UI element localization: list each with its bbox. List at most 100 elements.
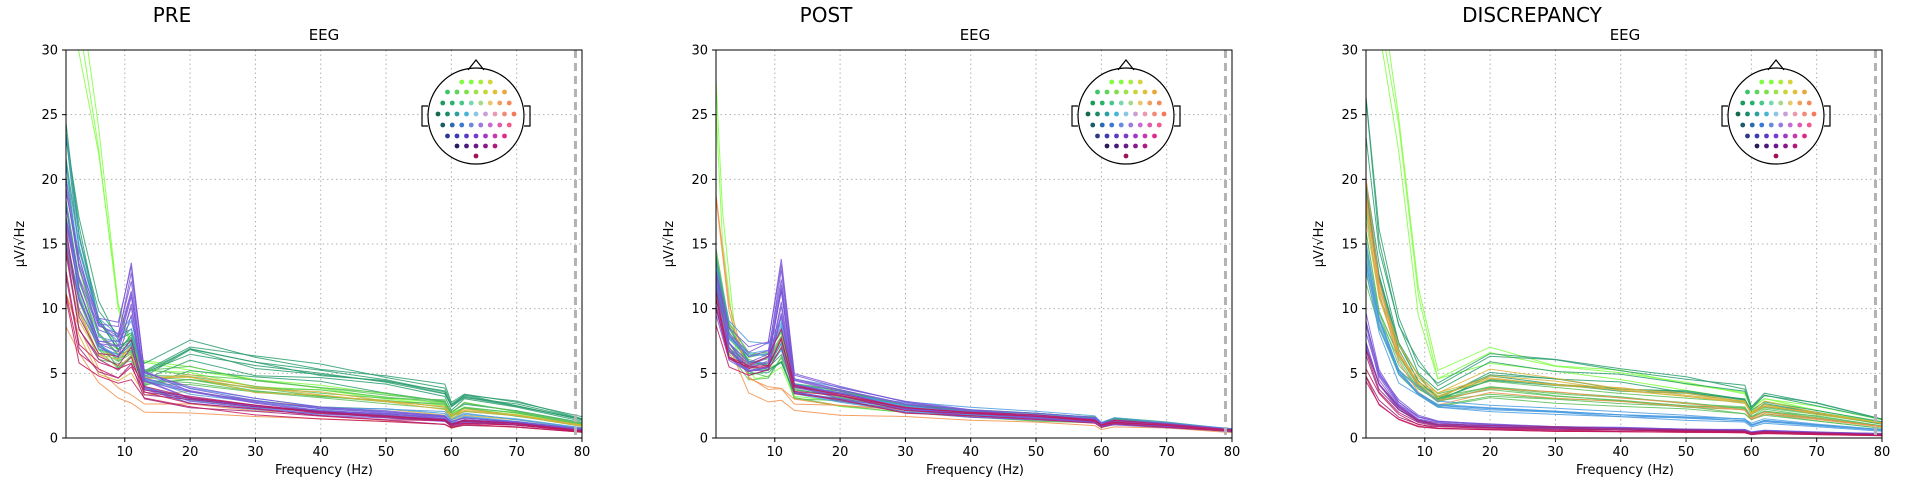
sensor-dot — [1147, 100, 1153, 106]
psd-trace — [716, 268, 1232, 434]
y-tick-label: 20 — [1341, 173, 1358, 188]
x-tick-label: 70 — [1808, 445, 1825, 460]
psd-trace — [716, 268, 1232, 431]
sensor-dot — [1095, 89, 1100, 95]
sensor-dot — [1142, 89, 1148, 95]
sensor-dot — [497, 122, 503, 128]
x-tick-label: 80 — [574, 445, 591, 460]
sensor-dot — [483, 111, 488, 117]
psd-trace — [716, 282, 1232, 432]
y-tick-label: 15 — [1341, 238, 1358, 253]
sensor-dot — [1104, 133, 1110, 139]
sensor-dot — [1152, 89, 1157, 95]
psd-trace — [66, 293, 582, 433]
sensor-dot — [511, 111, 517, 117]
sensor-dot — [502, 89, 507, 95]
y-tick-label: 30 — [1341, 44, 1358, 59]
psd-panel-pre: PRE EEG 10 20 30 40 50 60 70 80 0 5 10 15 20 25 30 Fre… — [13, 3, 591, 478]
psd-trace — [716, 291, 1232, 431]
sensor-dot — [445, 111, 450, 117]
sensor-dot — [1123, 111, 1129, 117]
psd-trace — [66, 298, 582, 433]
sensor-dot — [473, 143, 479, 149]
sensor-dot — [1783, 111, 1788, 117]
sensor-dot — [1735, 111, 1741, 117]
sensor-topomap-inset — [1721, 59, 1831, 165]
psd-trace — [1366, 241, 1882, 430]
sensor-dot — [1773, 133, 1779, 139]
x-tick-label: 20 — [1482, 445, 1499, 460]
sensor-dot — [1783, 133, 1788, 139]
sensor-dot — [1109, 122, 1115, 128]
y-tick-label: 25 — [691, 108, 708, 123]
sensor-dot — [497, 100, 503, 106]
y-tick-label: 10 — [41, 302, 58, 317]
y-tick-label: 5 — [50, 367, 58, 382]
x-tick-label: 50 — [1028, 445, 1045, 460]
x-tick-label: 80 — [1874, 445, 1891, 460]
psd-trace — [716, 267, 1232, 431]
sensor-dot — [1745, 111, 1750, 117]
sensor-dot — [449, 122, 455, 128]
sensor-dot — [502, 133, 507, 139]
sensor-dot — [1123, 133, 1129, 139]
sensor-dot — [464, 133, 469, 139]
psd-trace — [716, 261, 1232, 430]
sensor-dot — [1133, 143, 1138, 149]
y-tick-label: 15 — [41, 238, 58, 253]
left-ear-outline — [1721, 105, 1728, 127]
x-tick-label: 60 — [1093, 445, 1110, 460]
sensor-dot — [1099, 100, 1105, 106]
psd-trace — [716, 284, 1232, 431]
sensor-dot — [1764, 133, 1769, 139]
sensor-dot — [1754, 111, 1760, 117]
sensor-dot — [468, 122, 474, 128]
sensor-dot — [464, 89, 469, 95]
sensor-dot — [1806, 100, 1812, 106]
sensor-dot — [1137, 122, 1143, 128]
sensor-dot — [1118, 79, 1124, 85]
sensor-dot — [1754, 143, 1760, 149]
sensor-dot — [506, 122, 512, 128]
y-tick-label: 20 — [41, 173, 58, 188]
sensor-dot — [1787, 79, 1793, 85]
sensor-dot — [1114, 111, 1119, 117]
sensor-dot — [459, 100, 465, 106]
psd-trace — [66, 163, 582, 422]
nose-outline — [467, 59, 485, 71]
sensor-dot — [1123, 89, 1129, 95]
sensor-dot — [1142, 133, 1148, 139]
x-tick-label: 10 — [767, 445, 784, 460]
sensor-dot — [1104, 89, 1110, 95]
sensor-dot — [1128, 79, 1134, 85]
psd-trace — [66, 251, 582, 427]
y-axis-label: µV/√Hz — [662, 221, 677, 268]
psd-trace — [1366, 269, 1882, 432]
psd-trace — [66, 247, 582, 433]
psd-trace — [1366, 368, 1882, 436]
right-ear-outline — [1174, 105, 1181, 127]
x-tick-label: 20 — [182, 445, 199, 460]
sensor-dot — [1759, 79, 1765, 85]
sensor-dot — [1783, 89, 1788, 95]
trace-group — [716, 79, 1232, 434]
sensor-dot — [1104, 143, 1110, 149]
x-tick-label: 60 — [1743, 445, 1760, 460]
psd-trace — [716, 324, 1232, 432]
sensor-dot — [492, 133, 498, 139]
psd-trace — [66, 132, 582, 421]
sensor-dot — [1133, 89, 1138, 95]
x-tick-label: 30 — [247, 445, 264, 460]
sensor-dot — [1797, 100, 1803, 106]
sensor-dot — [1090, 100, 1096, 106]
sensor-dot — [1104, 111, 1110, 117]
sensor-dot — [1787, 122, 1793, 128]
y-tick-label: 30 — [41, 44, 58, 59]
y-axis-label: µV/√Hz — [13, 221, 28, 268]
x-tick-label: 40 — [312, 445, 329, 460]
x-tick-label: 60 — [443, 445, 460, 460]
y-tick-label: 5 — [1350, 367, 1358, 382]
sensor-dot — [1754, 89, 1760, 95]
axes-title: EEG — [1610, 26, 1641, 44]
